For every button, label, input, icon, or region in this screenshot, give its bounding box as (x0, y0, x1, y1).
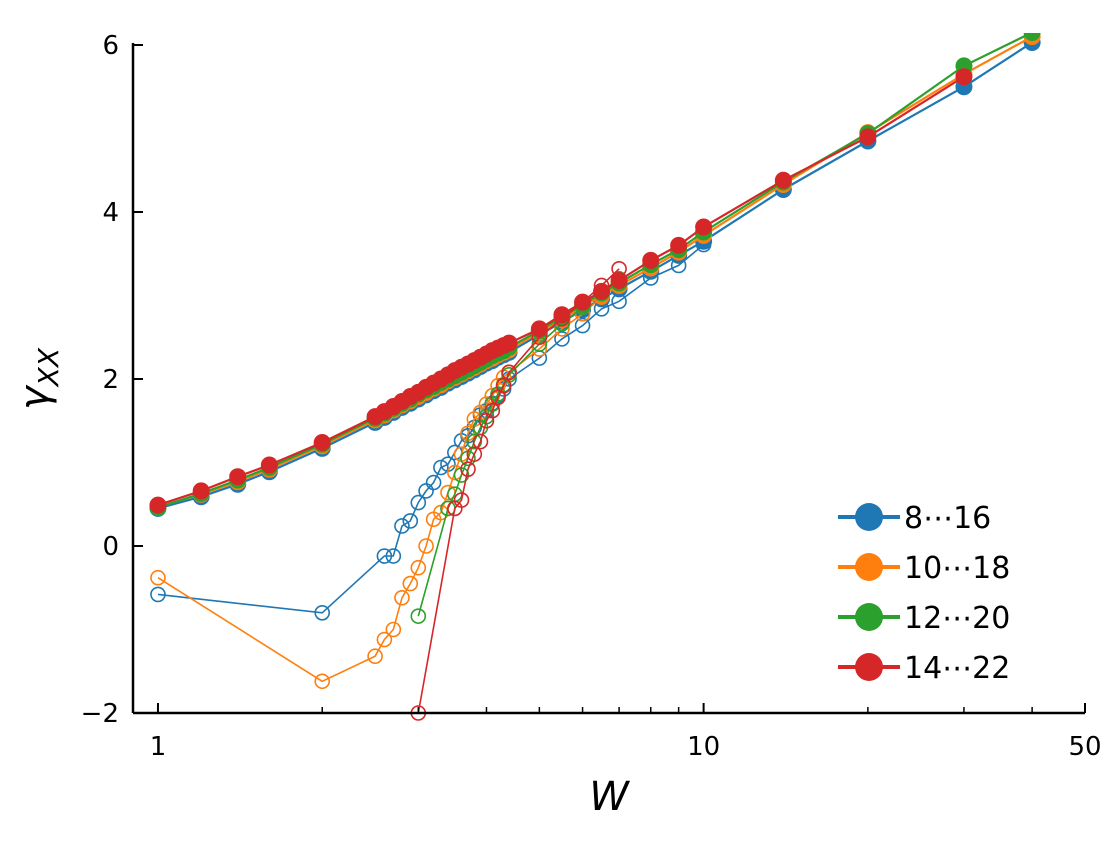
open-point (484, 402, 501, 419)
y-axis-label: γXX (12, 347, 65, 410)
filled-point (229, 468, 247, 486)
filled-point (260, 456, 278, 474)
open-point (367, 648, 383, 665)
open-point (150, 586, 166, 603)
open-point (410, 608, 427, 624)
filled-point (192, 482, 210, 500)
open-point (314, 673, 331, 690)
filled-point (500, 334, 518, 352)
series-line-filled (157, 35, 1033, 508)
open-point (425, 474, 442, 491)
legend-entry: 14⋯22 (838, 651, 1010, 686)
filled-point (553, 306, 571, 324)
legend-entry: 10⋯18 (838, 551, 1010, 586)
legend-marker (855, 603, 883, 631)
filled-point (610, 271, 628, 289)
series-line-filled (157, 33, 1033, 509)
y-tick-label: −2 (81, 699, 119, 729)
filled-point (774, 171, 792, 189)
open-point (385, 548, 402, 564)
open-point (410, 559, 427, 576)
x-axis-label: W (589, 774, 630, 820)
open-point (376, 631, 393, 648)
filled-point (530, 320, 548, 338)
legend-marker (855, 503, 883, 531)
filled-point (642, 251, 660, 269)
open-point (433, 459, 449, 476)
x-tick-label: 50 (1068, 732, 1101, 762)
legend-label: 8⋯16 (904, 501, 991, 536)
open-point (418, 538, 434, 554)
x-tick-label: 1 (150, 732, 167, 762)
open-point (394, 518, 410, 534)
open-point (466, 446, 483, 462)
series-line-open (157, 282, 620, 683)
open-point (385, 621, 402, 638)
filled-point (149, 496, 167, 514)
open-point (554, 331, 570, 347)
filled-point (670, 236, 688, 254)
legend-entry: 12⋯20 (838, 601, 1010, 636)
open-point (574, 317, 591, 334)
open-point (402, 575, 419, 592)
filled-point (593, 282, 611, 300)
y-tick-label: 6 (102, 31, 119, 61)
legend-label: 12⋯20 (904, 601, 1010, 636)
open-point (501, 364, 517, 381)
legend-marker (855, 553, 883, 581)
open-point (394, 589, 410, 606)
legend-label: 14⋯22 (904, 651, 1010, 686)
filled-point (955, 68, 973, 86)
open-point (495, 377, 512, 394)
legend-entry: 8⋯16 (838, 501, 991, 536)
filled-point (574, 293, 592, 311)
x-tick-label: 10 (687, 732, 720, 762)
y-tick-label: 0 (102, 532, 119, 562)
legend-marker (855, 653, 883, 681)
open-point (314, 604, 331, 621)
open-point (453, 492, 470, 508)
series-line-open (157, 243, 705, 614)
y-tick-label: 2 (102, 365, 119, 395)
filled-point (1023, 33, 1041, 41)
open-point (410, 494, 427, 511)
series-line-filled (157, 75, 965, 507)
open-point (376, 548, 393, 564)
legend-label: 10⋯18 (904, 551, 1010, 586)
filled-point (313, 433, 331, 451)
open-point (531, 341, 548, 357)
series-2 (149, 33, 1041, 690)
open-point (402, 513, 419, 529)
open-point (472, 433, 489, 450)
legend: 8⋯16 10⋯18 12⋯20 14⋯22 (838, 501, 1010, 686)
series-4 (149, 68, 973, 721)
plot-area (149, 33, 1041, 721)
filled-point (695, 218, 713, 236)
open-point (150, 569, 166, 586)
open-point (460, 461, 476, 477)
filled-point (859, 128, 877, 146)
y-tick-label: 4 (102, 198, 119, 228)
